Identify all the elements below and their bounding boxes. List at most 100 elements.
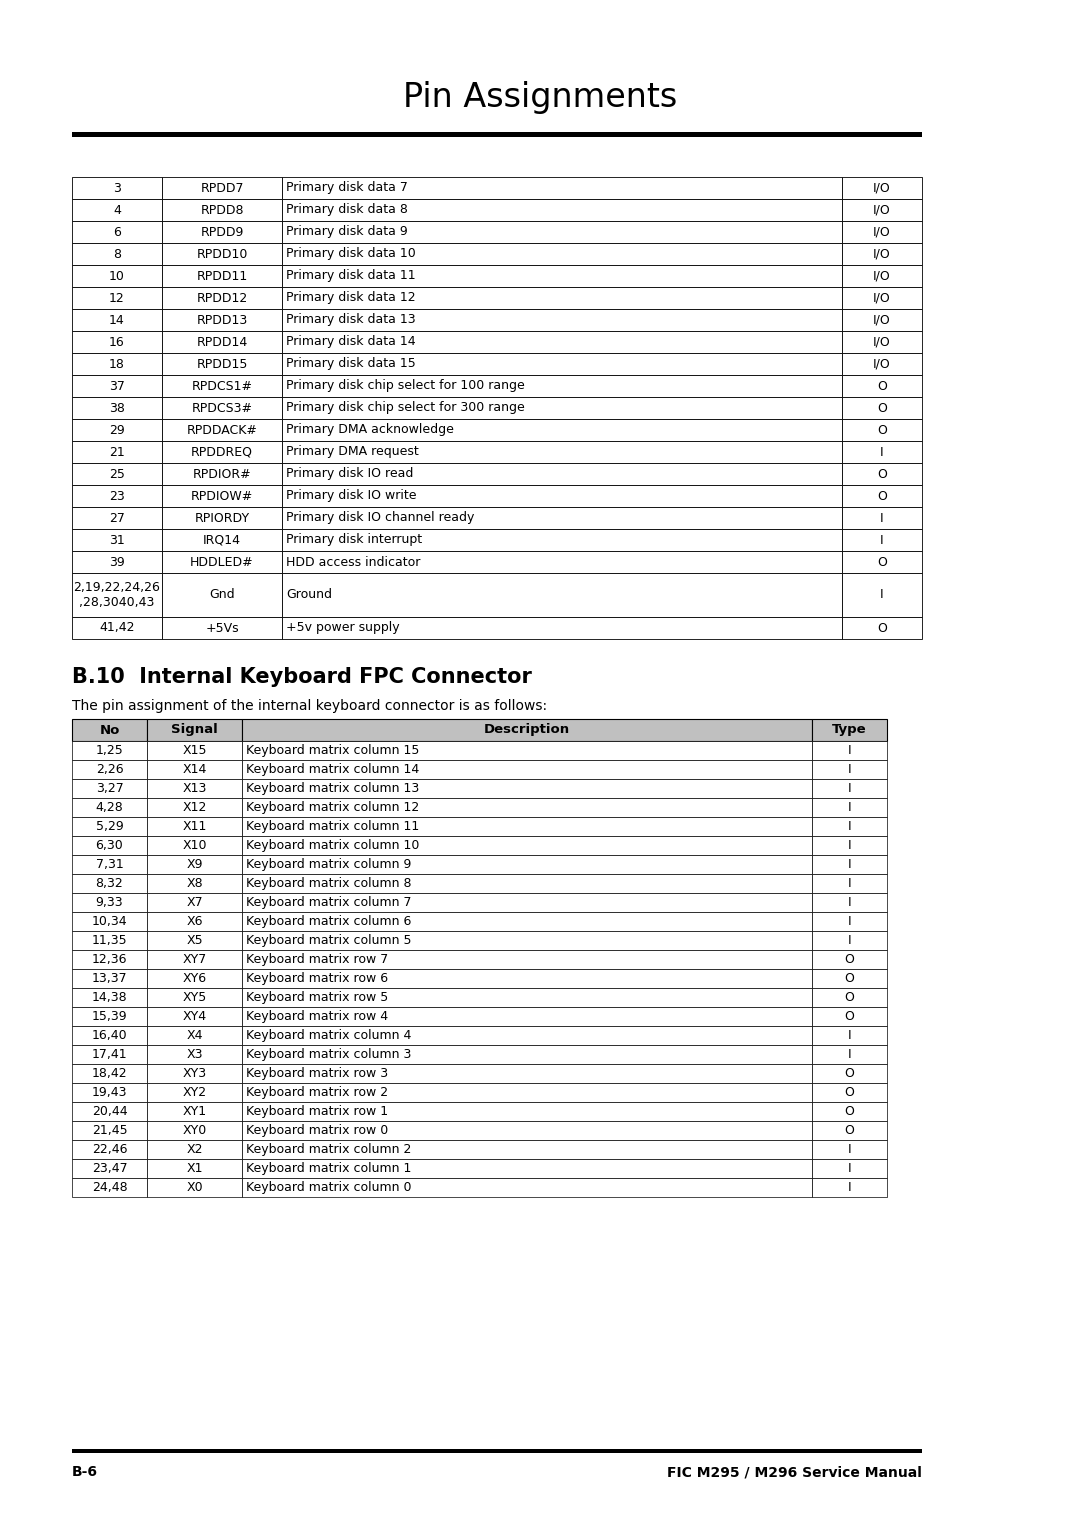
Text: I: I	[848, 1048, 851, 1061]
Text: 6,30: 6,30	[96, 838, 123, 852]
Bar	[147, 988, 242, 1006]
Text: X7: X7	[186, 896, 203, 909]
Text: 31: 31	[109, 533, 125, 547]
Bar	[842, 397, 922, 418]
Bar	[282, 221, 842, 243]
Bar	[72, 1102, 147, 1121]
Text: Keyboard matrix column 5: Keyboard matrix column 5	[246, 935, 411, 947]
Bar	[812, 835, 887, 855]
Bar	[812, 855, 887, 873]
Bar	[242, 855, 812, 873]
Text: 38: 38	[109, 402, 125, 414]
Text: RPDCS3#: RPDCS3#	[191, 402, 253, 414]
Text: I/O: I/O	[873, 226, 891, 238]
Text: I: I	[848, 1029, 851, 1041]
Text: Pin Assignments: Pin Assignments	[403, 81, 677, 113]
Text: I: I	[848, 915, 851, 928]
Text: 2,19,22,24,26
,28,3040,43: 2,19,22,24,26 ,28,3040,43	[73, 582, 161, 609]
Bar	[147, 1064, 242, 1083]
Bar	[147, 912, 242, 931]
Bar	[812, 970, 887, 988]
Bar	[72, 199, 162, 221]
Text: Keyboard matrix column 12: Keyboard matrix column 12	[246, 802, 419, 814]
Text: 39: 39	[109, 556, 125, 568]
Bar	[242, 988, 812, 1006]
Text: X4: X4	[186, 1029, 203, 1041]
Text: X11: X11	[183, 820, 206, 834]
Bar	[812, 760, 887, 779]
Bar	[72, 1064, 147, 1083]
Text: I/O: I/O	[873, 269, 891, 282]
Bar	[147, 1026, 242, 1044]
Text: Keyboard matrix column 15: Keyboard matrix column 15	[246, 744, 419, 757]
Bar	[162, 397, 282, 418]
Bar	[842, 507, 922, 528]
Bar	[147, 873, 242, 893]
Text: Keyboard matrix column 13: Keyboard matrix column 13	[246, 782, 419, 796]
Bar	[812, 1159, 887, 1177]
Text: RPDDACK#: RPDDACK#	[187, 423, 257, 437]
Bar	[147, 1121, 242, 1141]
Bar	[842, 287, 922, 308]
Text: Keyboard matrix column 0: Keyboard matrix column 0	[246, 1180, 411, 1194]
Text: I: I	[848, 935, 851, 947]
Bar	[162, 507, 282, 528]
Bar	[72, 855, 147, 873]
Text: Ground: Ground	[286, 588, 332, 602]
Text: Primary disk IO write: Primary disk IO write	[286, 490, 417, 502]
Bar	[162, 266, 282, 287]
Bar	[812, 1083, 887, 1102]
Bar	[72, 1044, 147, 1064]
Bar	[242, 1006, 812, 1026]
Bar	[282, 331, 842, 353]
Text: Primary DMA request: Primary DMA request	[286, 446, 419, 458]
Text: XY3: XY3	[183, 1067, 206, 1080]
Text: RPDD8: RPDD8	[200, 203, 244, 217]
Text: X9: X9	[186, 858, 203, 870]
Bar	[147, 1141, 242, 1159]
Text: Primary disk data 11: Primary disk data 11	[286, 269, 416, 282]
Bar	[162, 177, 282, 199]
Text: FIC M295 / M296 Service Manual: FIC M295 / M296 Service Manual	[667, 1464, 922, 1480]
Text: I: I	[848, 1162, 851, 1174]
Bar	[72, 397, 162, 418]
Text: 3,27: 3,27	[96, 782, 123, 796]
Text: O: O	[845, 1009, 854, 1023]
Bar	[72, 221, 162, 243]
Text: +5v power supply: +5v power supply	[286, 621, 400, 635]
Bar	[282, 287, 842, 308]
Bar	[72, 931, 147, 950]
Bar	[162, 418, 282, 441]
Text: O: O	[877, 380, 887, 392]
Bar	[242, 1044, 812, 1064]
Text: I: I	[848, 802, 851, 814]
Text: XY5: XY5	[183, 991, 206, 1003]
Bar	[282, 418, 842, 441]
Bar	[147, 1044, 242, 1064]
Text: B.10  Internal Keyboard FPC Connector: B.10 Internal Keyboard FPC Connector	[72, 667, 531, 687]
Bar	[72, 551, 162, 573]
Bar	[72, 528, 162, 551]
Bar	[147, 835, 242, 855]
Text: 23: 23	[109, 490, 125, 502]
Bar	[147, 1102, 242, 1121]
Text: 10,34: 10,34	[92, 915, 127, 928]
Text: I/O: I/O	[873, 313, 891, 327]
Text: The pin assignment of the internal keyboard connector is as follows:: The pin assignment of the internal keybo…	[72, 699, 548, 713]
Text: 16: 16	[109, 336, 125, 348]
Bar	[282, 463, 842, 486]
Text: Keyboard matrix row 4: Keyboard matrix row 4	[246, 1009, 388, 1023]
Bar	[812, 931, 887, 950]
Bar	[282, 617, 842, 638]
Bar	[162, 243, 282, 266]
Bar	[72, 1121, 147, 1141]
Bar	[842, 463, 922, 486]
Bar	[72, 308, 162, 331]
Text: Primary DMA acknowledge: Primary DMA acknowledge	[286, 423, 454, 437]
Text: 18: 18	[109, 357, 125, 371]
Text: I: I	[848, 782, 851, 796]
Bar	[842, 353, 922, 376]
Text: Primary disk data 7: Primary disk data 7	[286, 182, 408, 194]
Text: I/O: I/O	[873, 292, 891, 304]
Text: 19,43: 19,43	[92, 1086, 127, 1099]
